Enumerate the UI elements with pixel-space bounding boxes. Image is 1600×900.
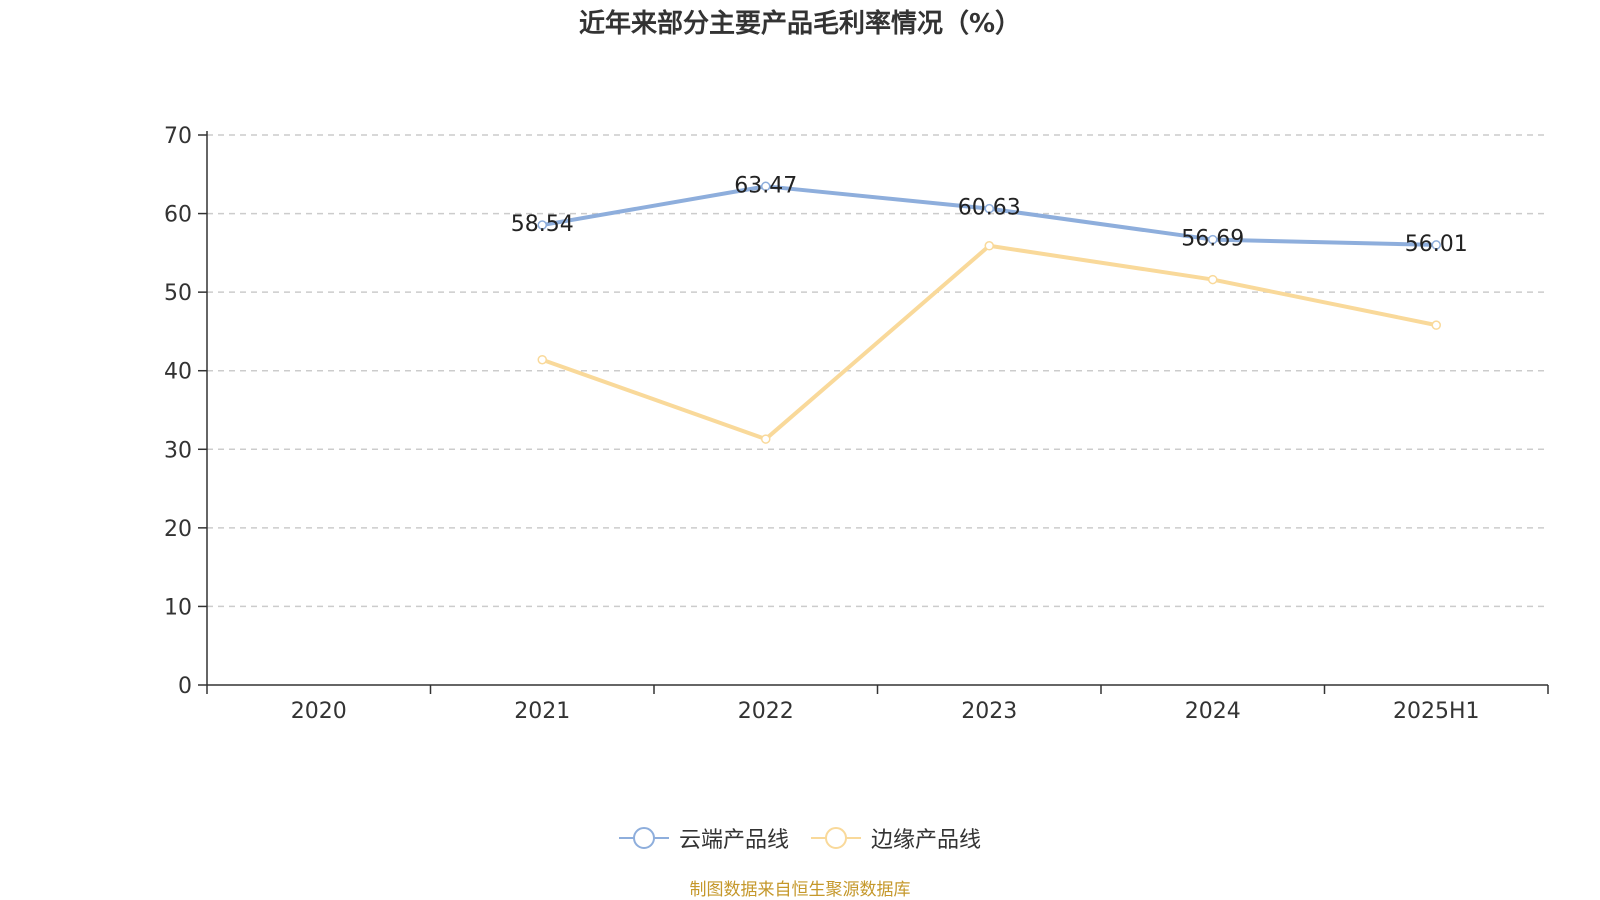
grid-lines	[207, 134, 1548, 608]
series-lines	[537, 181, 1441, 444]
chart-title: 近年来部分主要产品毛利率情况（%）	[578, 9, 1022, 39]
data-point[interactable]	[984, 241, 994, 251]
legend-line-circle-icon	[811, 827, 861, 849]
legend-item-series-0[interactable]: 云端产品线	[618, 822, 789, 854]
data-label: 56.01	[1405, 232, 1468, 257]
data-point[interactable]	[537, 354, 547, 365]
data-point[interactable]	[1431, 240, 1441, 250]
y-tick-label: 10	[164, 595, 192, 620]
x-tick-label: 2025H1	[1393, 699, 1480, 724]
y-tick-label: 60	[164, 203, 192, 228]
legend-label: 云端产品线	[678, 828, 789, 853]
data-point[interactable]	[1208, 274, 1218, 285]
y-tick-label: 50	[164, 281, 192, 306]
legend: 云端产品线 边缘产品线	[0, 822, 1600, 854]
data-point[interactable]	[761, 181, 771, 192]
legend-label: 边缘产品线	[871, 828, 982, 853]
data-point[interactable]	[1208, 234, 1218, 245]
legend-line-circle-icon	[618, 827, 669, 849]
y-tick-label: 0	[178, 674, 192, 699]
y-tick-label: 40	[164, 360, 192, 385]
data-label: 60.63	[958, 196, 1021, 221]
x-tick-label: 2022	[738, 699, 794, 724]
legend-item-series-1[interactable]: 边缘产品线	[811, 822, 981, 854]
data-label: 58.54	[511, 212, 574, 237]
x-tick-label: 2021	[514, 699, 570, 724]
source-note: 制图数据来自恒生聚源数据库	[689, 880, 911, 900]
series-line-1	[540, 243, 1439, 442]
data-point[interactable]	[1431, 320, 1441, 330]
data-point[interactable]	[537, 220, 547, 230]
axes: 0 10 20 30 40 50 60 70 2020 2021 2022 2023 2024 2025H…	[164, 124, 1549, 724]
y-tick-label: 70	[164, 124, 192, 149]
data-point[interactable]	[984, 203, 994, 214]
data-point[interactable]	[761, 434, 771, 444]
x-tick-label: 2020	[291, 699, 347, 724]
x-tick-label: 2024	[1185, 699, 1241, 724]
data-label: 56.69	[1181, 227, 1244, 252]
data-labels: 58.54 63.47 60.63 56.69 56.01	[511, 173, 1468, 257]
data-label: 63.47	[734, 173, 797, 198]
x-tick-label: 2023	[961, 699, 1017, 724]
y-tick-label: 30	[164, 438, 192, 463]
y-tick-label: 20	[164, 517, 192, 542]
